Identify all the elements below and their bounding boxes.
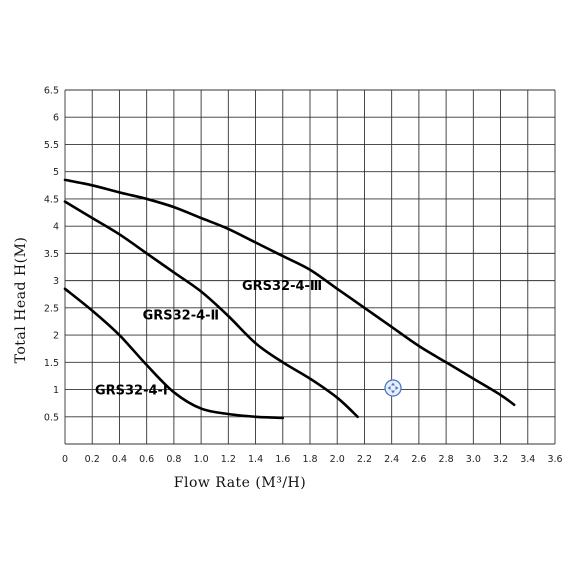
x-tick-label: 3.4 [520,454,535,465]
y-tick-label: 1 [53,385,59,396]
x-axis-ticks: 0 0.2 0.4 0.6 0.8 1.0 1.2 1.4 1.6 1.8 2.0 2.2 2.4 2.6… [62,454,563,465]
y-axis-ticks: 0.5 1 1.5 2 2.5 3 3.5 4 4.5 5 5.5 6 6.5 [44,86,59,424]
x-tick-label: 2.2 [357,454,372,465]
curve-label-1: GRS32-4-Ⅰ [95,384,168,399]
chart-curves [63,178,516,420]
x-tick-label: 0.2 [85,454,100,465]
curve-label-2: GRS32-4-Ⅱ [143,308,220,323]
curve-series-3 [63,178,516,407]
y-tick-label: 6 [53,113,59,124]
curve-series-1 [63,287,285,420]
x-tick-label: 2.8 [439,454,454,465]
x-tick-label: 2.0 [330,454,345,465]
y-axis-title: Total Head H(M) [13,237,29,364]
x-axis-title: Flow Rate (M³/H) [174,475,306,491]
x-tick-label: 1.4 [248,454,263,465]
y-tick-label: 3 [53,276,59,287]
curve-series-2 [63,200,359,419]
x-tick-label: 0.6 [139,454,154,465]
x-tick-label: 0.4 [112,454,127,465]
x-tick-label: 0 [62,454,68,465]
y-tick-label: 3.5 [44,249,59,260]
move-cursor-icon[interactable] [384,379,402,397]
chart-curve-labels: GRS32-4-Ⅰ GRS32-4-Ⅱ GRS32-4-Ⅲ [95,279,322,399]
x-tick-label: 2.4 [384,454,399,465]
y-tick-label: 0.5 [44,412,59,423]
x-tick-label: 1.8 [302,454,317,465]
x-tick-label: 1.6 [275,454,290,465]
x-tick-label: 0.8 [166,454,181,465]
x-tick-label: 3.2 [493,454,508,465]
x-tick-label: 3.0 [466,454,481,465]
y-tick-label: 4.5 [44,194,59,205]
chart-grid [64,89,556,445]
curve-label-3: GRS32-4-Ⅲ [242,279,322,294]
y-tick-label: 4 [53,222,59,233]
y-tick-label: 1.5 [44,358,59,369]
x-tick-label: 1.2 [221,454,236,465]
y-tick-label: 2 [53,331,59,342]
x-tick-label: 2.6 [411,454,426,465]
y-tick-label: 5.5 [44,140,59,151]
y-tick-label: 2.5 [44,303,59,314]
x-tick-label: 3.6 [547,454,562,465]
y-tick-label: 5 [53,167,59,178]
x-tick-label: 1.0 [194,454,209,465]
y-tick-label: 6.5 [44,86,59,97]
